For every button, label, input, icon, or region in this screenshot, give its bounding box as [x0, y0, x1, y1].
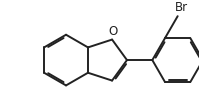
Text: Br: Br	[175, 1, 188, 14]
Text: O: O	[108, 25, 118, 38]
